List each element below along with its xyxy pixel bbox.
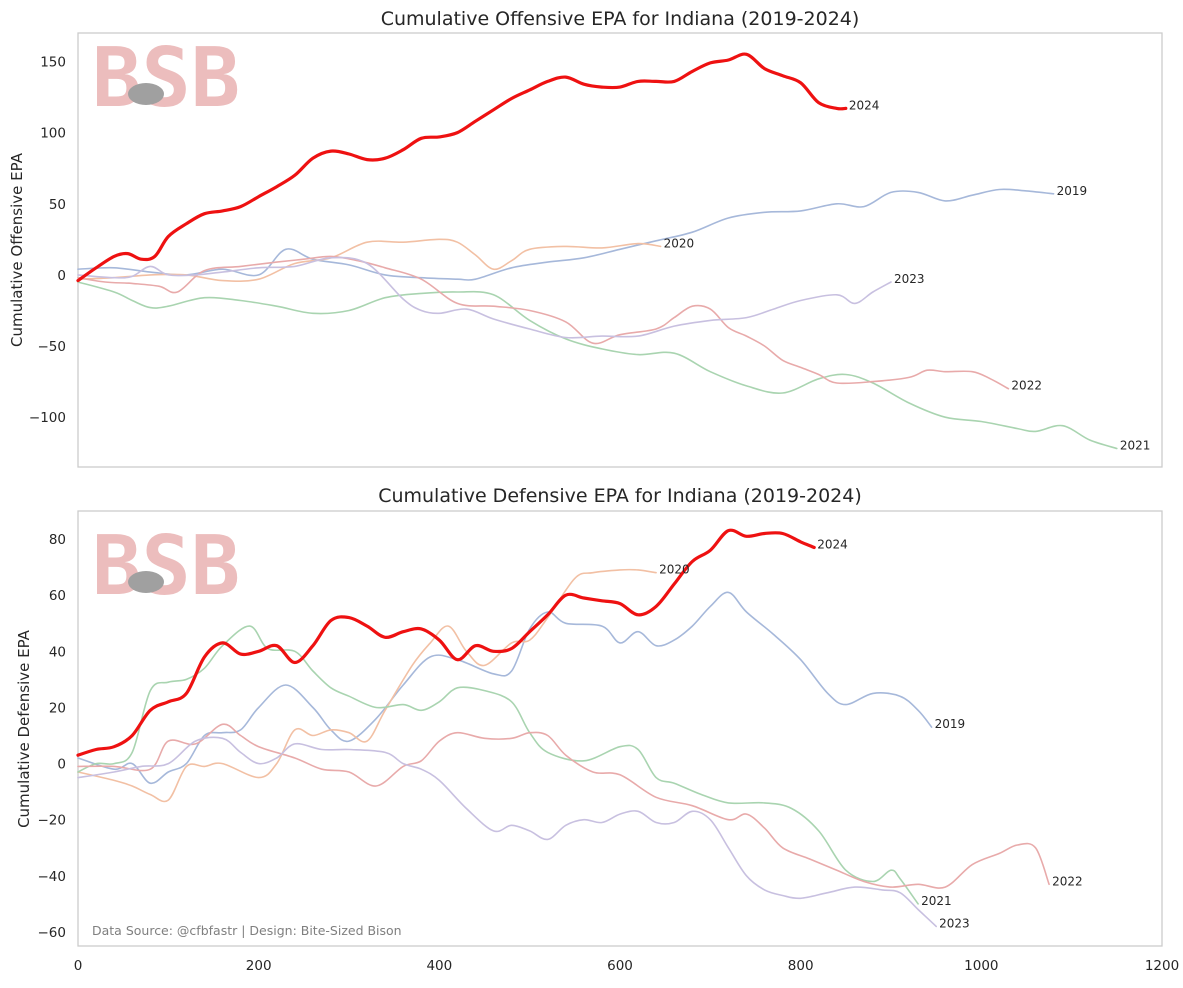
y-tick-label: 60 (49, 588, 66, 604)
y-tick-label: 0 (57, 757, 66, 773)
series-end-label-2022: 2022 (1052, 874, 1083, 888)
y-tick-label: −20 (38, 813, 67, 829)
y-tick-label: 20 (49, 700, 66, 716)
bison-icon (128, 571, 164, 593)
offensive-epa-panel: Cumulative Offensive EPA for Indiana (20… (8, 8, 1163, 468)
defensive-logo-text: BSB (92, 519, 240, 614)
defensive-y-ticks: −60 −40 −20 0 20 40 60 80 (38, 532, 67, 941)
y-tick-label: 80 (49, 532, 66, 548)
series-end-label-2022: 2022 (1011, 379, 1042, 393)
series-end-label-2019: 2019 (935, 717, 966, 731)
defensive-x-ticks: 0 200 400 600 800 1000 1200 (74, 958, 1179, 974)
defensive-epa-panel: Cumulative Defensive EPA for Indiana (20… (15, 485, 1179, 974)
offensive-series-labels: 2019 2020 2021 2022 2023 2024 (664, 98, 1151, 452)
defensive-y-axis-label: Cumulative Defensive EPA (15, 629, 33, 828)
offensive-y-ticks: −100 −50 0 50 100 150 (29, 54, 66, 426)
x-tick-label: 200 (246, 958, 272, 974)
defensive-chart-title: Cumulative Defensive EPA for Indiana (20… (378, 485, 862, 507)
series-line-2024 (76, 528, 816, 757)
y-tick-label: 0 (57, 268, 66, 284)
series-end-label-2023: 2023 (939, 916, 970, 930)
series-line-2021 (77, 625, 919, 905)
series-end-label-2021: 2021 (1120, 439, 1151, 453)
series-line-2021 (77, 281, 1118, 450)
series-end-label-2024: 2024 (849, 98, 880, 112)
x-tick-label: 1200 (1145, 958, 1179, 974)
series-line-2023 (77, 736, 937, 928)
y-tick-label: 150 (40, 54, 66, 70)
data-source-note: Data Source: @cfbfastr | Design: Bite-Si… (92, 923, 402, 938)
y-tick-label: −100 (29, 410, 66, 426)
series-line-2022 (77, 255, 1010, 390)
defensive-logo: BSB (92, 519, 240, 614)
series-end-label-2019: 2019 (1057, 184, 1088, 198)
bison-icon (128, 83, 164, 105)
offensive-logo: BSB (92, 31, 240, 126)
defensive-series-labels: 2019 2020 2021 2022 2023 2024 (659, 537, 1082, 930)
defensive-plot-frame (77, 510, 1163, 947)
offensive-chart-title: Cumulative Offensive EPA for Indiana (20… (381, 8, 860, 30)
y-tick-label: 40 (49, 644, 66, 660)
series-line-2019 (77, 188, 1055, 281)
x-tick-label: 800 (788, 958, 814, 974)
offensive-series-lines (76, 52, 1118, 450)
series-end-label-2020: 2020 (664, 236, 695, 250)
series-line-2023 (77, 256, 892, 339)
series-end-label-2024: 2024 (817, 537, 848, 551)
series-line-2022 (77, 723, 1050, 889)
series-end-label-2020: 2020 (659, 563, 690, 577)
series-end-label-2021: 2021 (921, 894, 952, 908)
defensive-series-lines (76, 528, 1050, 928)
x-tick-label: 0 (74, 958, 83, 974)
x-tick-label: 600 (607, 958, 633, 974)
y-tick-label: −40 (38, 869, 67, 885)
y-tick-label: 100 (40, 126, 66, 142)
y-tick-label: 50 (49, 197, 66, 213)
x-tick-label: 1000 (964, 958, 998, 974)
series-line-2024 (76, 52, 848, 283)
offensive-logo-text: BSB (92, 31, 240, 126)
series-line-2019 (77, 591, 933, 785)
offensive-y-axis-label: Cumulative Offensive EPA (8, 152, 26, 347)
y-tick-label: −60 (38, 925, 67, 941)
y-tick-label: −50 (38, 339, 67, 355)
series-end-label-2023: 2023 (894, 272, 925, 286)
x-tick-label: 400 (426, 958, 452, 974)
